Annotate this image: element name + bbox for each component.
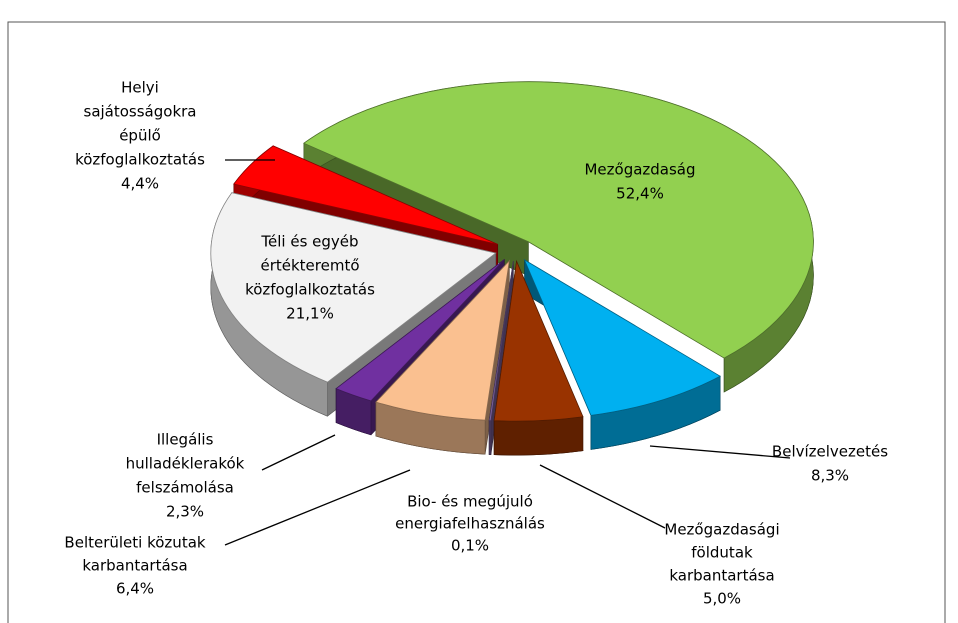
data-label-value: 52,4% — [616, 185, 664, 203]
data-label: közfoglalkoztatás — [75, 151, 205, 169]
data-label: felszámolása — [136, 479, 234, 497]
slice — [233, 145, 498, 245]
data-label: Illegális — [157, 431, 214, 449]
data-label: épülő — [119, 127, 161, 145]
slice — [488, 261, 514, 422]
data-label-value: 0,1% — [451, 537, 489, 555]
data-label: értékteremtő — [260, 257, 359, 275]
data-label: Téli és egyéb — [260, 233, 358, 251]
data-label: Mezőgazdaság — [584, 161, 695, 179]
data-label: Mezőgazdasági — [664, 521, 779, 539]
data-label: Helyi — [121, 79, 159, 97]
data-label: sajátosságokra — [84, 103, 197, 121]
data-label: hulladéklerakók — [126, 455, 245, 473]
data-label: földutak — [691, 544, 753, 562]
leader-line — [224, 469, 411, 546]
data-label-value: 5,0% — [703, 590, 741, 608]
data-label: Belterületi közutak — [64, 534, 205, 552]
slice — [210, 192, 497, 383]
data-label-value: 4,4% — [121, 175, 159, 193]
slice — [303, 81, 814, 359]
data-label-value: 2,3% — [166, 503, 204, 521]
chart-frame — [7, 21, 946, 623]
data-label-value: 8,3% — [811, 467, 849, 485]
data-label: karbantartása — [669, 567, 774, 585]
slice — [523, 258, 721, 416]
data-label: Belvízelvezetés — [772, 443, 888, 461]
slice-side — [488, 420, 492, 455]
data-label: karbantartása — [82, 557, 187, 575]
leader-line — [261, 434, 336, 471]
leader-line — [649, 445, 791, 459]
data-label: energiafelhasználás — [395, 515, 545, 533]
data-label-value: 6,4% — [116, 580, 154, 598]
slice-side — [493, 416, 584, 456]
slice — [375, 259, 510, 421]
leader-line — [539, 464, 666, 529]
slice — [493, 259, 584, 422]
data-label-value: 21,1% — [286, 305, 334, 323]
slice — [335, 259, 505, 402]
data-label: Bio- és megújuló — [407, 493, 533, 511]
data-label: közfoglalkoztatás — [245, 281, 375, 299]
